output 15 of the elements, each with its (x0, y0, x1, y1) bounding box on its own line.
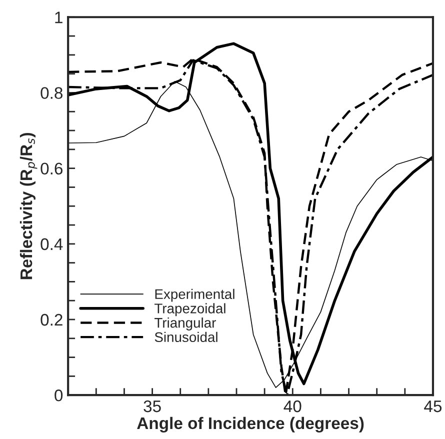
y-tick-label: 0.2 (40, 314, 62, 326)
legend-label: Experimental (155, 288, 234, 302)
y-tick-label: 0 (54, 390, 63, 402)
legend-label: Sinusoidal (154, 332, 218, 342)
x-tick-label: 35 (144, 400, 161, 412)
y-tick-label: 1 (55, 12, 62, 24)
y-tick-label: 0.6 (40, 162, 62, 175)
legend-label: Triangular (154, 318, 216, 330)
x-tick-label: 45 (424, 400, 442, 412)
x-axis-title: Angle of Incidence (degrees) (137, 416, 364, 432)
y-tick-label: 0.8 (40, 87, 62, 99)
x-tick-label: 40 (284, 400, 302, 412)
y-axis-title: Reflectivity (R$_{p}$/R$_{s}$) (20, 132, 38, 280)
y-tick-label: 0.4 (40, 238, 63, 250)
legend-label: Trapezoidal (154, 303, 226, 316)
